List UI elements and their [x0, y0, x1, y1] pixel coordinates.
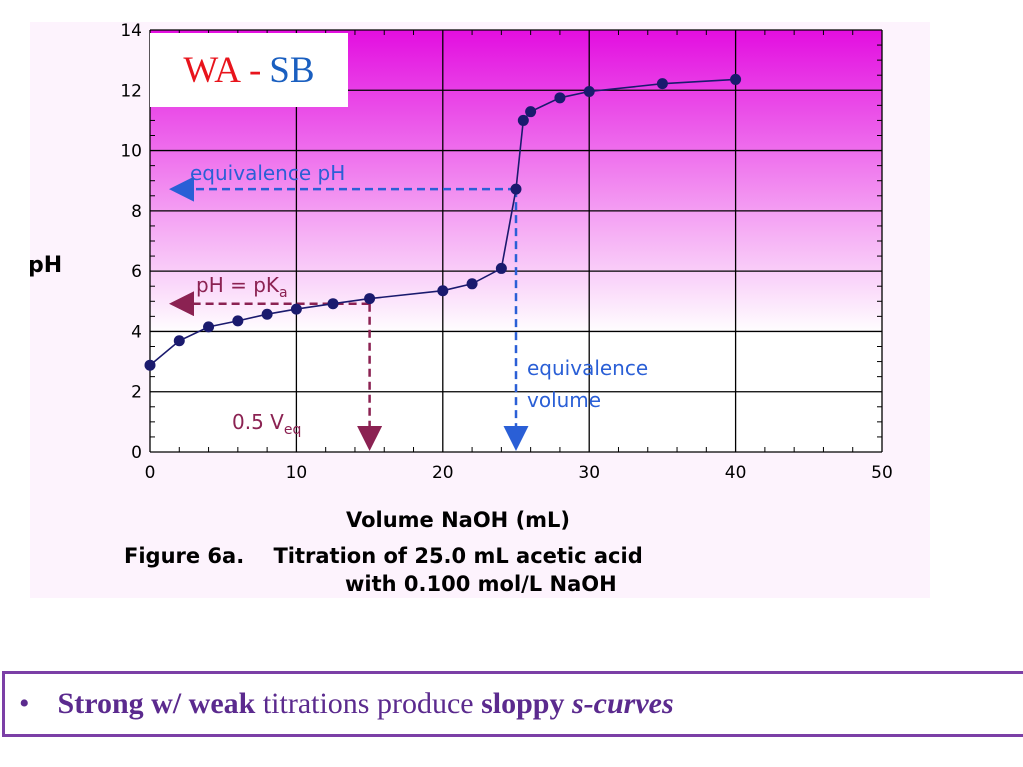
title-sb: SB	[269, 49, 315, 91]
data-point	[437, 285, 449, 297]
half-veq-label: 0.5 Veq	[232, 410, 301, 438]
equivalence-volume-label-1: equivalence	[527, 356, 648, 380]
bullet-box: • Strong w/ weak titrations produce slop…	[2, 671, 1023, 737]
chart-labels: pH Volume NaOH (mL) Figure 6a. Titration…	[30, 161, 648, 596]
data-point	[730, 73, 742, 85]
titration-curve	[144, 73, 742, 371]
titration-chart: 0 10 20 30 40 50 0 2 4 6 8 10 12 14 pH Volume NaOH (m…	[30, 22, 893, 596]
y-tick-label-6: 6	[131, 262, 142, 282]
x-tick-label-30: 30	[578, 463, 600, 483]
y-tick-label-12: 12	[120, 81, 142, 101]
title-wa: WA	[183, 49, 241, 91]
x-axis-label: Volume NaOH (mL)	[346, 508, 570, 532]
data-point	[173, 335, 185, 347]
bullet-space	[565, 687, 573, 720]
data-point	[495, 262, 507, 274]
bullet-bold-2: sloppy	[481, 687, 565, 720]
bullet-marker: •	[19, 687, 30, 720]
data-point	[144, 359, 156, 371]
x-tick-label-20: 20	[432, 463, 454, 483]
data-point	[510, 183, 522, 195]
data-point	[327, 298, 339, 310]
bullet-bold-1: Strong w/ weak	[57, 687, 256, 720]
equivalence-ph-label: equivalence pH	[190, 161, 345, 185]
data-point	[583, 85, 595, 97]
data-point	[364, 293, 376, 305]
y-tick-label-14: 14	[120, 22, 142, 41]
caption-line-2: with 0.100 mol/L NaOH	[345, 572, 617, 596]
axis-ticks: 0 10 20 30 40 50 0 2 4 6 8 10 12 14	[120, 22, 892, 483]
data-point	[525, 106, 537, 118]
data-point	[290, 303, 302, 315]
data-point	[261, 308, 273, 320]
y-tick-label-0: 0	[131, 443, 142, 463]
x-tick-label-10: 10	[286, 463, 308, 483]
title-dash: -	[248, 49, 262, 91]
y-tick-label-2: 2	[131, 383, 142, 403]
data-point	[203, 321, 215, 333]
figure-panel: 0 10 20 30 40 50 0 2 4 6 8 10 12 14 pH Volume NaOH (m…	[30, 22, 930, 598]
y-tick-label-10: 10	[120, 142, 142, 162]
data-point	[517, 114, 529, 126]
data-point	[232, 315, 244, 327]
bullet-bold-italic: s-curves	[572, 687, 674, 720]
data-point	[656, 78, 668, 90]
title-box: WA - SB	[150, 33, 348, 107]
pka-label: pH = pKa	[196, 273, 288, 301]
y-axis-label: pH	[30, 253, 62, 278]
caption-line-1: Figure 6a. Titration of 25.0 mL acetic a…	[124, 544, 643, 568]
y-tick-label-4: 4	[131, 322, 142, 342]
y-tick-label-8: 8	[131, 202, 142, 222]
equivalence-volume-label-2: volume	[527, 388, 601, 412]
x-tick-label-50: 50	[871, 463, 893, 483]
x-tick-label-0: 0	[145, 463, 156, 483]
x-tick-label-40: 40	[725, 463, 747, 483]
data-point	[554, 92, 566, 104]
data-point	[466, 278, 478, 290]
bullet-plain: titrations produce	[255, 687, 482, 720]
